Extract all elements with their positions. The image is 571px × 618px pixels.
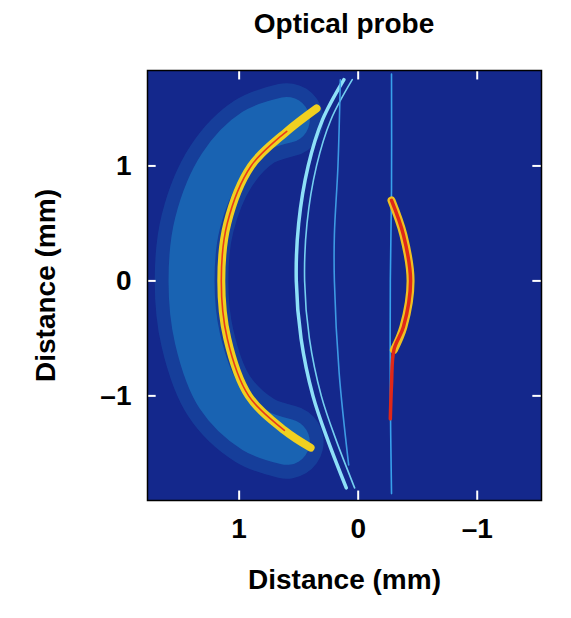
svg-text:1: 1	[231, 513, 247, 544]
svg-text:Distance (mm): Distance (mm)	[248, 564, 441, 595]
svg-text:0: 0	[116, 265, 132, 296]
svg-text:0: 0	[350, 513, 366, 544]
svg-text:–1: –1	[462, 513, 493, 544]
svg-text:1: 1	[116, 150, 132, 181]
html-text:Optical probe: Optical probe	[253, 8, 435, 39]
svg-text:Distance (mm): Distance (mm)	[30, 189, 61, 382]
svg-text:–1: –1	[100, 380, 131, 411]
